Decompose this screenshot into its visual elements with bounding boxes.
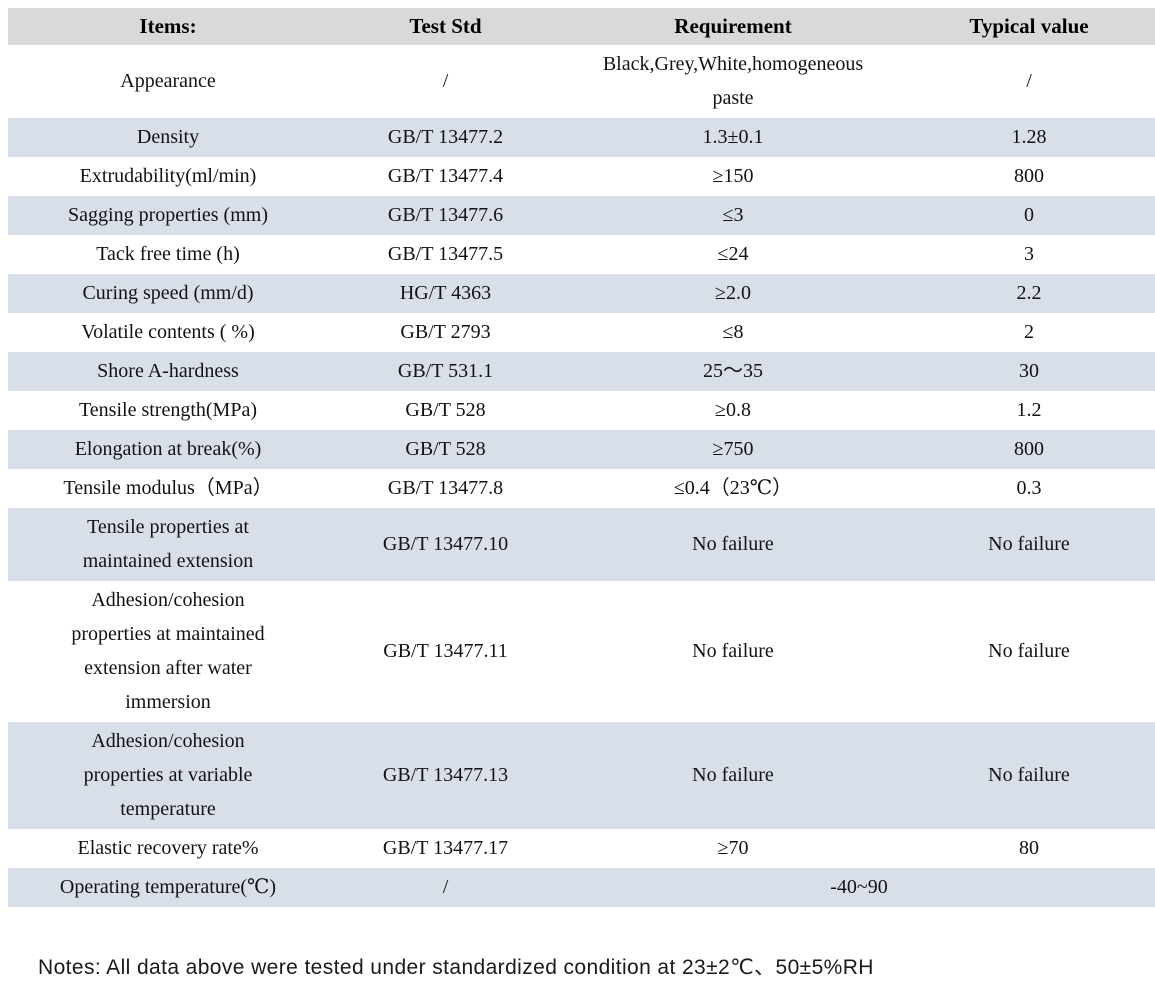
cell-test-std: GB/T 13477.10 [328,508,563,581]
cell-requirement: ≤0.4（23℃） [673,477,793,499]
col-header-typical-value: Typical value [903,8,1155,45]
cell-typical-value: No failure [988,640,1070,662]
col-header-items: Items: [8,8,328,45]
cell-test-std: GB/T 13477.4 [387,165,504,187]
cell-typical-value: 0.3 [1016,477,1042,499]
table-row: Volatile contents ( %) GB/T 2793 ≤8 2 [8,313,1155,352]
table-row: Curing speed (mm/d) HG/T 4363 ≥2.0 2.2 [8,274,1155,313]
cell-requirement: ≥2.0 [563,274,903,313]
cell-item: Curing speed (mm/d) [8,274,328,313]
cell-requirement-merged: -40~90 [563,868,1155,907]
cell-requirement: ≥70 [717,837,749,859]
table-row: Elastic recovery rate% GB/T 13477.17 ≥70 80 [8,829,1155,868]
cell-item: Operating temperature(℃) [8,868,328,907]
cell-test-std: GB/T 13477.5 [387,243,504,265]
cell-requirement: ≤8 [722,321,744,343]
cell-item: Tensile properties at maintained extensi… [8,508,328,581]
table-row: Tack free time (h) GB/T 13477.5 ≤24 3 [8,235,1155,274]
cell-requirement: ≥750 [563,430,903,469]
cell-requirement: ≤3 [563,196,903,235]
cell-test-std: HG/T 4363 [328,274,563,313]
cell-test-std: GB/T 13477.6 [328,196,563,235]
cell-test-std: GB/T 13477.17 [382,837,509,859]
cell-item: Tack free time (h) [96,243,240,265]
table-row: Adhesion/cohesion properties at maintain… [8,581,1155,722]
cell-requirement: ≤24 [717,243,749,265]
cell-requirement: No failure [563,722,903,829]
spec-table: Items: Test Std Requirement Typical valu… [8,8,1155,907]
cell-typical-value: No failure [903,722,1155,829]
cell-item: Tensile modulus（MPa） [63,477,273,499]
cell-test-std: GB/T 528 [405,399,486,421]
cell-item: Sagging properties (mm) [8,196,328,235]
cell-requirement: 25～35 [563,352,903,391]
cell-typical-value: 1.2 [1016,399,1042,421]
cell-item: Adhesion/cohesion properties at variable… [8,722,328,829]
cell-typical-value: 800 [903,430,1155,469]
cell-item: Tensile strength(MPa) [78,399,257,421]
cell-typical-value: 1.28 [903,118,1155,157]
table-row: Sagging properties (mm) GB/T 13477.6 ≤3 0 [8,196,1155,235]
table-row: Elongation at break(%) GB/T 528 ≥750 800 [8,430,1155,469]
cell-typical-value: 80 [1019,837,1039,859]
cell-typical-value: No failure [903,508,1155,581]
cell-test-std: GB/T 531.1 [328,352,563,391]
cell-typical-value: 30 [903,352,1155,391]
cell-test-std: / [442,70,449,92]
header-row: Items: Test Std Requirement Typical valu… [8,8,1155,45]
cell-item: Appearance [120,70,216,92]
cell-test-std: GB/T 13477.13 [328,722,563,829]
col-header-test-std: Test Std [328,8,563,45]
cell-requirement: ≥0.8 [715,399,751,421]
cell-item: Extrudability(ml/min) [79,165,257,187]
table-row: Operating temperature(℃) / -40~90 [8,868,1155,907]
cell-test-std: GB/T 13477.11 [383,640,508,662]
cell-item: Elongation at break(%) [8,430,328,469]
table-row: Tensile modulus（MPa） GB/T 13477.8 ≤0.4（23℃… [8,469,1155,508]
cell-test-std: GB/T 13477.8 [387,477,504,499]
cell-requirement: ≥150 [712,165,754,187]
cell-requirement: No failure [563,508,903,581]
cell-item: Volatile contents ( %) [81,321,255,343]
cell-typical-value: 800 [1014,165,1044,187]
table-row: Tensile strength(MPa) GB/T 528 ≥0.8 1.2 [8,391,1155,430]
cell-item: Density [8,118,328,157]
table-row: Shore A-hardness GB/T 531.1 25～35 30 [8,352,1155,391]
cell-test-std: GB/T 2793 [400,321,491,343]
cell-test-std: GB/T 528 [328,430,563,469]
table-row: Density GB/T 13477.2 1.3±0.1 1.28 [8,118,1155,157]
cell-typical-value: 3 [1024,243,1034,265]
cell-item: Shore A-hardness [8,352,328,391]
cell-typical-value: 2 [1024,321,1034,343]
col-header-requirement: Requirement [563,8,903,45]
cell-requirement: No failure [692,640,774,662]
table-row: Appearance / Black,Grey,White,homogeneous … [8,45,1155,118]
notes-text: Notes: All data above were tested under … [38,956,874,979]
cell-test-std: / [328,868,563,907]
cell-typical-value: 2.2 [903,274,1155,313]
cell-typical-value: 0 [903,196,1155,235]
cell-item: Adhesion/cohesion properties at maintain… [71,589,265,713]
cell-item: Elastic recovery rate% [77,837,259,859]
table-row: Extrudability(ml/min) GB/T 13477.4 ≥150 800 [8,157,1155,196]
cell-test-std: GB/T 13477.2 [328,118,563,157]
cell-requirement: Black,Grey,White,homogeneous paste [602,53,864,109]
table-row: Tensile properties at maintained extensi… [8,508,1155,581]
cell-typical-value: / [1026,70,1032,92]
spec-table-body: Appearance / Black,Grey,White,homogeneous … [8,45,1155,907]
cell-requirement: 1.3±0.1 [563,118,903,157]
table-row: Adhesion/cohesion properties at variable… [8,722,1155,829]
